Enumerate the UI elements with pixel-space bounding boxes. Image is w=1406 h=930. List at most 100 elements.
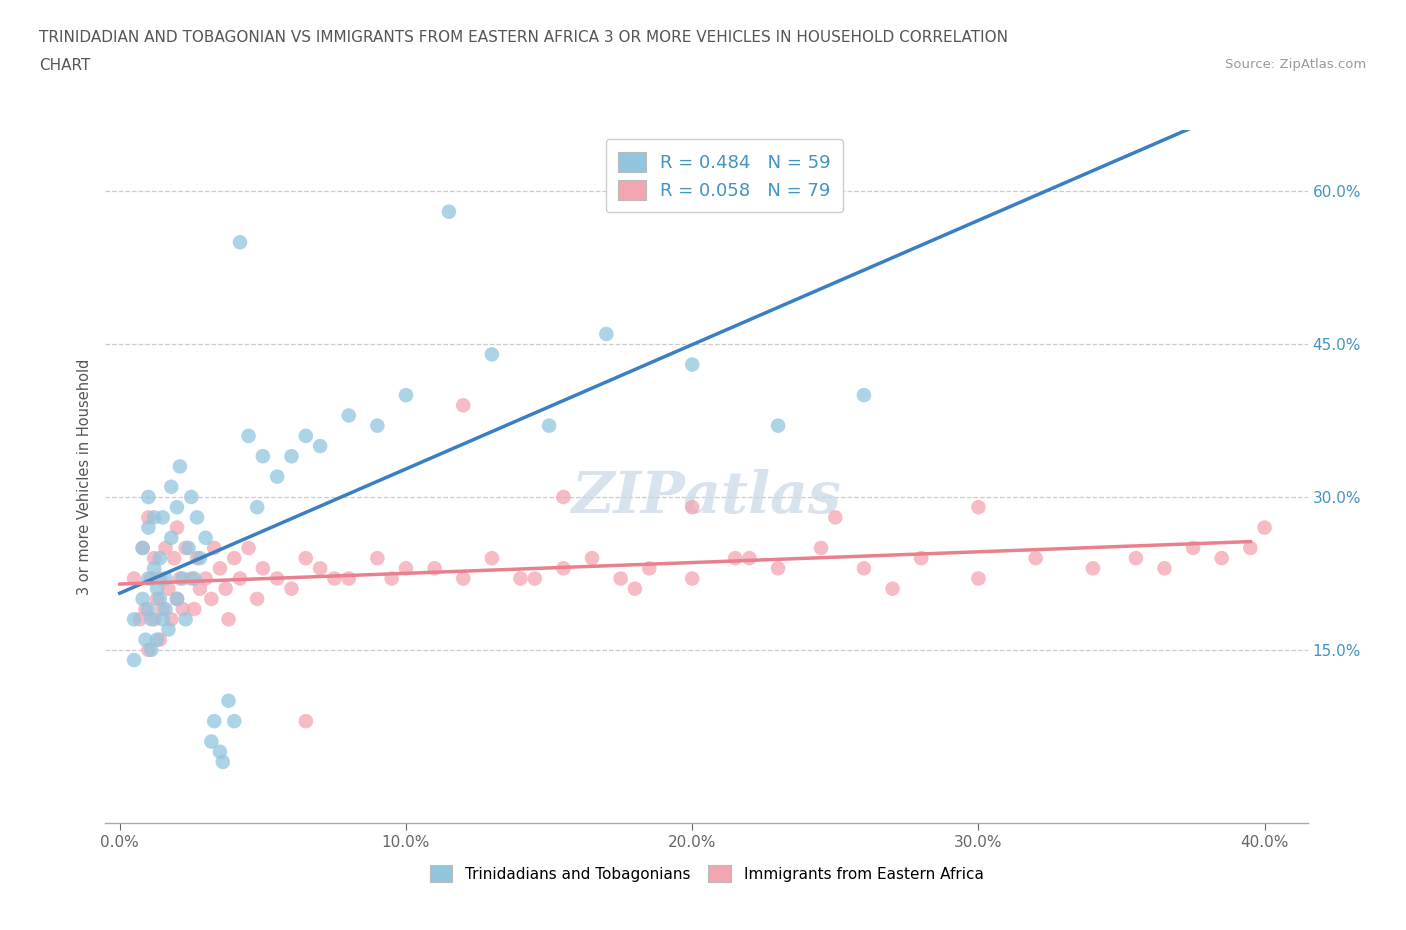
Point bbox=[188, 551, 211, 565]
Point bbox=[194, 530, 217, 545]
Point bbox=[595, 326, 617, 341]
Point bbox=[366, 418, 388, 433]
Point bbox=[481, 347, 503, 362]
Point bbox=[186, 510, 208, 525]
Point bbox=[246, 499, 269, 514]
Point bbox=[724, 551, 747, 565]
Point bbox=[143, 612, 166, 627]
Point bbox=[131, 591, 153, 606]
Point bbox=[166, 591, 188, 606]
Y-axis label: 3 or more Vehicles in Household: 3 or more Vehicles in Household bbox=[77, 358, 93, 595]
Point bbox=[266, 470, 288, 485]
Point bbox=[395, 388, 418, 403]
Text: TRINIDADIAN AND TOBAGONIAN VS IMMIGRANTS FROM EASTERN AFRICA 3 OR MORE VEHICLES : TRINIDADIAN AND TOBAGONIAN VS IMMIGRANTS… bbox=[39, 30, 1008, 45]
Point bbox=[166, 499, 188, 514]
Point bbox=[208, 744, 231, 759]
Point bbox=[967, 499, 990, 514]
Point bbox=[183, 602, 205, 617]
Point bbox=[146, 632, 169, 647]
Point bbox=[766, 418, 789, 433]
Point bbox=[188, 581, 211, 596]
Point bbox=[481, 551, 503, 565]
Point bbox=[138, 510, 160, 525]
Point bbox=[141, 571, 163, 586]
Point bbox=[395, 561, 418, 576]
Point bbox=[122, 571, 145, 586]
Point bbox=[252, 561, 274, 576]
Point bbox=[160, 479, 183, 494]
Point bbox=[131, 540, 153, 555]
Point bbox=[553, 489, 575, 504]
Point bbox=[1253, 520, 1275, 535]
Point bbox=[681, 357, 703, 372]
Point bbox=[174, 540, 197, 555]
Point bbox=[200, 734, 222, 749]
Point bbox=[681, 499, 703, 514]
Point bbox=[882, 581, 904, 596]
Point bbox=[738, 551, 761, 565]
Point bbox=[538, 418, 561, 433]
Point bbox=[337, 571, 360, 586]
Point bbox=[180, 489, 202, 504]
Point bbox=[509, 571, 531, 586]
Point bbox=[852, 388, 875, 403]
Point bbox=[200, 591, 222, 606]
Point bbox=[143, 561, 166, 576]
Point bbox=[169, 459, 191, 474]
Point bbox=[155, 540, 177, 555]
Point bbox=[208, 561, 231, 576]
Point bbox=[229, 571, 252, 586]
Point bbox=[238, 540, 260, 555]
Point bbox=[122, 612, 145, 627]
Point bbox=[141, 612, 163, 627]
Point bbox=[238, 429, 260, 444]
Point bbox=[309, 561, 332, 576]
Point bbox=[1125, 551, 1147, 565]
Point bbox=[138, 643, 160, 658]
Point bbox=[323, 571, 346, 586]
Point bbox=[852, 561, 875, 576]
Point bbox=[146, 591, 169, 606]
Point bbox=[437, 205, 460, 219]
Point bbox=[609, 571, 631, 586]
Point bbox=[143, 551, 166, 565]
Point bbox=[581, 551, 603, 565]
Point bbox=[152, 612, 174, 627]
Point bbox=[146, 581, 169, 596]
Point bbox=[280, 581, 302, 596]
Point bbox=[135, 632, 157, 647]
Point bbox=[381, 571, 404, 586]
Point bbox=[155, 602, 177, 617]
Point bbox=[218, 694, 240, 709]
Point bbox=[295, 429, 318, 444]
Point bbox=[1211, 551, 1233, 565]
Point bbox=[141, 643, 163, 658]
Point bbox=[246, 591, 269, 606]
Point bbox=[138, 602, 160, 617]
Point bbox=[523, 571, 546, 586]
Point bbox=[160, 530, 183, 545]
Point bbox=[214, 581, 236, 596]
Point bbox=[183, 571, 205, 586]
Point bbox=[166, 591, 188, 606]
Point bbox=[266, 571, 288, 586]
Point bbox=[169, 571, 191, 586]
Point bbox=[138, 571, 160, 586]
Point bbox=[149, 551, 172, 565]
Point bbox=[177, 540, 200, 555]
Point bbox=[624, 581, 647, 596]
Point bbox=[423, 561, 446, 576]
Point bbox=[186, 551, 208, 565]
Point bbox=[174, 612, 197, 627]
Point bbox=[810, 540, 832, 555]
Point bbox=[1025, 551, 1047, 565]
Point bbox=[194, 571, 217, 586]
Point bbox=[451, 398, 474, 413]
Point bbox=[337, 408, 360, 423]
Point bbox=[138, 489, 160, 504]
Text: ZIPatlas: ZIPatlas bbox=[572, 469, 841, 525]
Point bbox=[252, 449, 274, 464]
Point bbox=[143, 510, 166, 525]
Point bbox=[1081, 561, 1104, 576]
Point bbox=[229, 235, 252, 250]
